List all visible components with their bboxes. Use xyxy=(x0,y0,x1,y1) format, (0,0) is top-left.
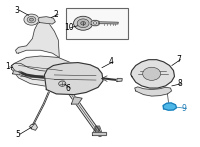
Polygon shape xyxy=(131,60,174,88)
Polygon shape xyxy=(38,17,55,24)
Circle shape xyxy=(81,21,86,25)
Polygon shape xyxy=(117,78,122,81)
Polygon shape xyxy=(71,97,82,104)
Polygon shape xyxy=(13,71,21,75)
Text: 6: 6 xyxy=(66,83,71,93)
Polygon shape xyxy=(12,56,76,81)
Text: 1: 1 xyxy=(5,62,10,71)
Circle shape xyxy=(143,67,161,80)
Bar xyxy=(66,8,128,39)
Circle shape xyxy=(93,22,97,24)
Text: 8: 8 xyxy=(177,79,182,88)
Circle shape xyxy=(77,19,89,28)
Polygon shape xyxy=(135,87,172,96)
Polygon shape xyxy=(99,22,118,24)
Circle shape xyxy=(74,16,93,30)
Polygon shape xyxy=(16,21,59,57)
Circle shape xyxy=(29,18,33,21)
Polygon shape xyxy=(91,20,99,26)
Polygon shape xyxy=(44,63,103,95)
Text: 4: 4 xyxy=(108,57,113,66)
Text: 5: 5 xyxy=(15,130,20,139)
Text: 3: 3 xyxy=(15,6,20,15)
Polygon shape xyxy=(12,63,72,87)
Polygon shape xyxy=(92,132,106,135)
Polygon shape xyxy=(163,103,176,110)
Circle shape xyxy=(24,14,39,25)
Text: 2: 2 xyxy=(54,10,58,19)
Polygon shape xyxy=(29,124,37,130)
Text: 7: 7 xyxy=(176,55,181,64)
Text: 10: 10 xyxy=(64,23,73,32)
Text: 9: 9 xyxy=(182,104,187,113)
Circle shape xyxy=(27,16,36,23)
Circle shape xyxy=(59,81,66,86)
